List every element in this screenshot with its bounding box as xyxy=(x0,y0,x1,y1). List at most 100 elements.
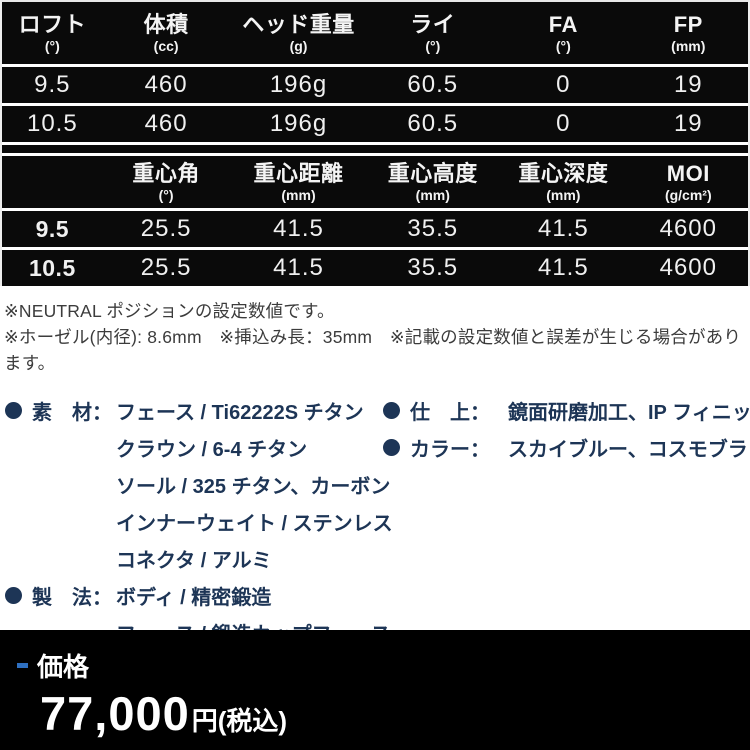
column-label: 重心深度 xyxy=(518,160,609,186)
detail-value: ボディ / 精密鍛造 xyxy=(116,587,272,609)
column-header-cg-depth: 重心深度 (mm) xyxy=(498,156,629,208)
column-header-moi: MOI (g/cm²) xyxy=(629,156,748,208)
column-unit: (°) xyxy=(555,38,571,55)
detail-value: フェース / Ti62222S チタン xyxy=(116,402,364,424)
spec-cell: 25.5 xyxy=(140,254,192,281)
spec-cell: 196g xyxy=(269,110,328,137)
spec-cell: 41.5 xyxy=(537,215,589,242)
spec-cell: 4600 xyxy=(659,254,717,281)
footnote-hosel: ※ホーゼル(内径): 8.6mm ※挿込み長：35mm ※記載の設定数値と誤差が… xyxy=(4,327,742,373)
column-header-volume: 体積 (cc) xyxy=(103,2,230,64)
spec-cell: 25.5 xyxy=(140,215,192,242)
details-right-column: 仕 上： 鏡面研磨加工、IP フィニッシュ カラー： スカイブルー、コスモブラッ… xyxy=(383,392,750,651)
details-section: 素 材： フェース / Ti62222S チタン クラウン / 6-4 チタン … xyxy=(5,392,750,651)
detail-line-finish: 仕 上： 鏡面研磨加工、IP フィニッシュ xyxy=(383,392,750,429)
detail-line: ソール / 325 チタン、カーボン xyxy=(5,466,390,503)
column-label: ヘッド重量 xyxy=(242,11,355,37)
table-row: 10.5 25.5 41.5 35.5 41.5 4600 xyxy=(2,250,748,286)
column-unit: (g/cm²) xyxy=(664,187,712,204)
spec-cell: 19 xyxy=(673,110,703,137)
bullet-icon xyxy=(383,439,400,456)
spec-cell: 4600 xyxy=(659,215,717,242)
price-label-row: 価格 xyxy=(0,630,750,684)
column-unit: (°) xyxy=(44,38,60,55)
column-header-head-weight: ヘッド重量 (g) xyxy=(230,2,368,64)
column-header-blank xyxy=(2,156,103,208)
spec-cell: 196g xyxy=(269,71,328,98)
spec-cell: 41.5 xyxy=(537,254,589,281)
spec-row-header: 10.5 xyxy=(28,254,76,281)
detail-label: 仕 上： xyxy=(410,402,490,424)
column-header-fa: FA (°) xyxy=(498,2,629,64)
column-label: 体積 xyxy=(143,11,189,37)
spec-row-header: 9.5 xyxy=(35,215,70,242)
column-unit: (mm) xyxy=(281,187,316,204)
detail-value: コネクタ / アルミ xyxy=(116,550,272,572)
bullet-icon xyxy=(5,587,22,604)
price-value: 77,000 円(税込) xyxy=(0,684,750,741)
column-label: 重心距離 xyxy=(253,160,344,186)
column-label: 重心角 xyxy=(132,160,200,186)
spec-cell: 35.5 xyxy=(407,215,459,242)
detail-line: クラウン / 6-4 チタン xyxy=(5,429,383,466)
spec-cell: 10.5 xyxy=(26,110,78,137)
spec-cell: 9.5 xyxy=(34,71,71,98)
detail-value: スカイブルー、コスモブラック xyxy=(508,439,750,461)
price-currency-tax-label: 円(税込) xyxy=(191,706,288,736)
detail-line: コネクタ / アルミ xyxy=(5,540,383,577)
detail-line: インナーウェイト / ステンレス xyxy=(5,503,393,540)
detail-line-color: カラー： スカイブルー、コスモブラック xyxy=(383,429,750,466)
spec-cell: 460 xyxy=(144,110,188,137)
bullet-icon xyxy=(5,402,22,419)
detail-value: インナーウェイト / ステンレス xyxy=(116,513,393,535)
spec-cell: 60.5 xyxy=(407,110,459,137)
table-row: 9.5 25.5 41.5 35.5 41.5 4600 xyxy=(2,211,748,247)
column-header-fp: FP (mm) xyxy=(629,2,748,64)
spec-cell: 0 xyxy=(556,110,571,137)
blue-dash-icon xyxy=(17,663,28,668)
column-header-lie: ライ (°) xyxy=(368,2,499,64)
column-label: ライ xyxy=(410,11,456,37)
column-unit: (°) xyxy=(425,38,441,55)
footnotes: ※NEUTRAL ポジションの設定数値です。 ※ホーゼル(内径): 8.6mm … xyxy=(4,298,750,376)
column-label: 重心高度 xyxy=(387,160,478,186)
bullet-icon xyxy=(383,402,400,419)
column-unit: (g) xyxy=(289,38,308,55)
column-unit: (°) xyxy=(158,187,174,204)
column-label: FP xyxy=(673,11,703,37)
spec-cell: 460 xyxy=(144,71,188,98)
detail-label: 製 法： xyxy=(32,587,112,609)
table-row: 10.5 460 196g 60.5 0 19 xyxy=(2,106,748,142)
spec-table-2-header: 重心角 (°) 重心距離 (mm) 重心高度 (mm) 重心深度 (mm) MO… xyxy=(2,156,748,208)
column-header-cg-distance: 重心距離 (mm) xyxy=(230,156,368,208)
spec-cell: 19 xyxy=(673,71,703,98)
column-unit: (cc) xyxy=(153,38,179,55)
spec-cell: 0 xyxy=(556,71,571,98)
spec-cell: 35.5 xyxy=(407,254,459,281)
detail-label: カラー： xyxy=(410,439,490,461)
table-row: 9.5 460 196g 60.5 0 19 xyxy=(2,67,748,103)
table-divider xyxy=(2,145,748,153)
detail-label: 素 材： xyxy=(32,402,112,424)
detail-value: クラウン / 6-4 チタン xyxy=(116,439,308,461)
detail-line-construction: 製 法： ボディ / 精密鍛造 xyxy=(5,577,383,614)
spec-tables: ロフト (°) 体積 (cc) ヘッド重量 (g) ライ (°) FA (°) … xyxy=(0,0,750,286)
column-header-loft: ロフト (°) xyxy=(2,2,103,64)
details-left-column: 素 材： フェース / Ti62222S チタン クラウン / 6-4 チタン … xyxy=(5,392,393,651)
price-label: 価格 xyxy=(37,652,90,682)
spec-cell: 41.5 xyxy=(273,254,324,281)
column-label: ロフト xyxy=(18,11,87,37)
column-unit: (mm) xyxy=(415,187,450,204)
detail-line-material: 素 材： フェース / Ti62222S チタン xyxy=(5,392,383,429)
column-label: FA xyxy=(548,11,578,37)
spec-cell: 60.5 xyxy=(407,71,459,98)
price-amount: 77,000 xyxy=(40,687,190,740)
column-label: MOI xyxy=(666,160,710,186)
price-section: 価格 77,000 円(税込) xyxy=(0,630,750,750)
footnote-neutral: ※NEUTRAL ポジションの設定数値です。 xyxy=(4,301,335,321)
column-header-cg-height: 重心高度 (mm) xyxy=(368,156,499,208)
detail-value: ソール / 325 チタン、カーボン xyxy=(116,476,391,498)
column-unit: (mm) xyxy=(671,38,706,55)
column-unit: (mm) xyxy=(546,187,581,204)
